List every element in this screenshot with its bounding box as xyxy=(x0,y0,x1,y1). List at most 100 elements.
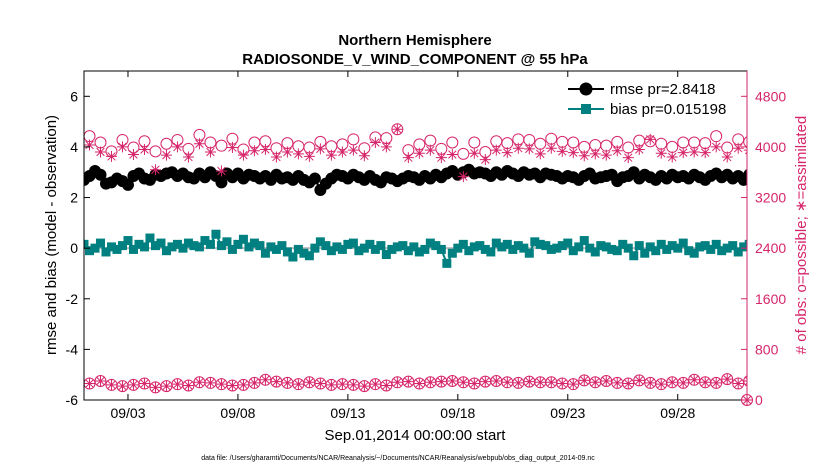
assimilated-upper-point-12 xyxy=(215,165,227,177)
bias-point-104 xyxy=(651,246,661,256)
y-right-tick-label-4: 3200 xyxy=(755,190,786,206)
assimilated-upper-point-44 xyxy=(567,147,579,159)
assimilated-lower-point-16 xyxy=(259,374,271,386)
bias-point-134 xyxy=(816,242,825,251)
assimilated-lower-point-7 xyxy=(160,380,172,392)
assimilated-lower-point-17 xyxy=(270,376,282,388)
bias-point-47 xyxy=(337,244,347,254)
bias-point-14 xyxy=(156,238,166,248)
assimilated-upper-point-34 xyxy=(457,171,469,183)
bias-point-98 xyxy=(618,239,628,249)
x-tick-label-0: 09/03 xyxy=(110,405,145,421)
bias-point-48 xyxy=(343,239,353,249)
legend-rmse-label: rmse pr=2.8418 xyxy=(610,81,715,98)
assimilated-lower-point-19 xyxy=(292,378,304,390)
rmse-point-126 xyxy=(771,170,783,182)
possible-lower-point-63 xyxy=(777,379,788,390)
assimilated-lower-point-30 xyxy=(413,378,425,390)
assimilated-lower-point-48 xyxy=(611,377,623,389)
assimilated-upper-point-9 xyxy=(182,151,194,163)
bias-point-83 xyxy=(535,239,545,249)
assimilated-upper-point-1 xyxy=(94,146,106,158)
assimilated-upper-point-56 xyxy=(699,147,711,159)
assimilated-lower-point-24 xyxy=(347,379,359,391)
assimilated-upper-point-51 xyxy=(644,133,656,145)
assimilated-lower-point-27 xyxy=(380,379,392,391)
bias-point-35 xyxy=(271,244,281,254)
assimilated-upper-point-25 xyxy=(358,150,370,162)
assimilated-lower-point-52 xyxy=(655,378,667,390)
y-right-tick-label-0: 0 xyxy=(755,392,763,408)
x-tick-label-4: 09/23 xyxy=(550,405,585,421)
bias-point-92 xyxy=(585,243,595,253)
possible-lower-point-61 xyxy=(755,373,766,384)
y-right-tick-label-2: 1600 xyxy=(755,291,786,307)
assimilated-lower-point-60 xyxy=(743,376,747,386)
bias-point-3 xyxy=(95,238,105,248)
bias-point-79 xyxy=(513,241,523,251)
assimilated-lower-point-12 xyxy=(215,378,227,390)
assimilated-lower-point-33 xyxy=(446,375,458,387)
bias-point-36 xyxy=(277,241,287,251)
rmse-point-8 xyxy=(121,178,134,191)
bias-point-18 xyxy=(178,243,188,253)
assimilated-lower-point-61 xyxy=(755,373,766,384)
assimilated-lower-point-31 xyxy=(424,376,436,388)
bias-point-34 xyxy=(266,242,276,252)
assimilated-lower-point-34 xyxy=(457,376,469,388)
bias-point-0 xyxy=(84,239,89,249)
assimilated-upper-series xyxy=(84,123,747,183)
bias-point-29 xyxy=(238,234,248,244)
assimilated-upper-point-29 xyxy=(402,152,414,164)
assimilated-lower-point-44 xyxy=(567,378,579,390)
assimilated-upper-point-59 xyxy=(732,142,744,154)
bias-point-67 xyxy=(447,248,457,258)
assimilated-lower-point-29 xyxy=(402,376,414,388)
assimilated-lower-point-10 xyxy=(193,376,205,388)
bias-point-86 xyxy=(552,243,562,253)
bias-point-89 xyxy=(568,246,578,256)
assimilated-lower-point-18 xyxy=(281,377,293,389)
bias-point-59 xyxy=(403,246,413,256)
bias-point-44 xyxy=(321,241,331,251)
assimilated-lower-point-8 xyxy=(171,378,183,390)
assimilated-lower-point-42 xyxy=(545,376,557,388)
assimilated-lower-point-47 xyxy=(600,375,612,387)
assimilated-upper-point-55 xyxy=(688,146,700,158)
bias-point-4 xyxy=(101,247,111,257)
rmse-point-128 xyxy=(782,171,794,183)
bias-point-53 xyxy=(370,244,380,254)
assimilated-lower-point-13 xyxy=(226,379,238,391)
bias-point-94 xyxy=(596,241,606,251)
assimilated-lower-point-21 xyxy=(314,378,326,390)
assimilated-upper-point-18 xyxy=(281,146,293,158)
rmse-point-121 xyxy=(743,169,747,181)
bias-point-97 xyxy=(612,246,622,256)
bias-point-20 xyxy=(189,241,199,251)
legend: rmse pr=2.8418 bias pr=0.015198 xyxy=(560,76,742,120)
assimilated-upper-point-32 xyxy=(435,152,447,164)
bias-point-112 xyxy=(695,242,705,252)
y-right-tick-label-1: 800 xyxy=(755,341,779,357)
bias-point-135 xyxy=(822,239,830,248)
bias-point-38 xyxy=(288,252,298,262)
assimilated-lower-point-40 xyxy=(523,376,535,388)
assimilated-lower-point-32 xyxy=(435,376,447,388)
assimilated-upper-point-38 xyxy=(501,147,513,159)
assimilated-lower-point-43 xyxy=(556,378,568,390)
bias-point-17 xyxy=(172,239,182,249)
bias-point-30 xyxy=(244,242,254,252)
assimilated-lower-point-11 xyxy=(204,377,216,389)
rmse-point-125 xyxy=(765,169,777,181)
bias-point-121 xyxy=(744,239,747,249)
bias-point-49 xyxy=(348,238,358,248)
assimilated-lower-point-2 xyxy=(105,379,117,391)
bias-point-75 xyxy=(491,238,501,248)
bias-point-118 xyxy=(728,241,738,251)
bias-point-74 xyxy=(486,247,496,257)
assimilated-upper-point-41 xyxy=(534,148,546,160)
bias-point-16 xyxy=(167,242,177,252)
assimilated-upper-point-60 xyxy=(743,145,747,155)
possible-upper-point-7 xyxy=(160,137,173,150)
